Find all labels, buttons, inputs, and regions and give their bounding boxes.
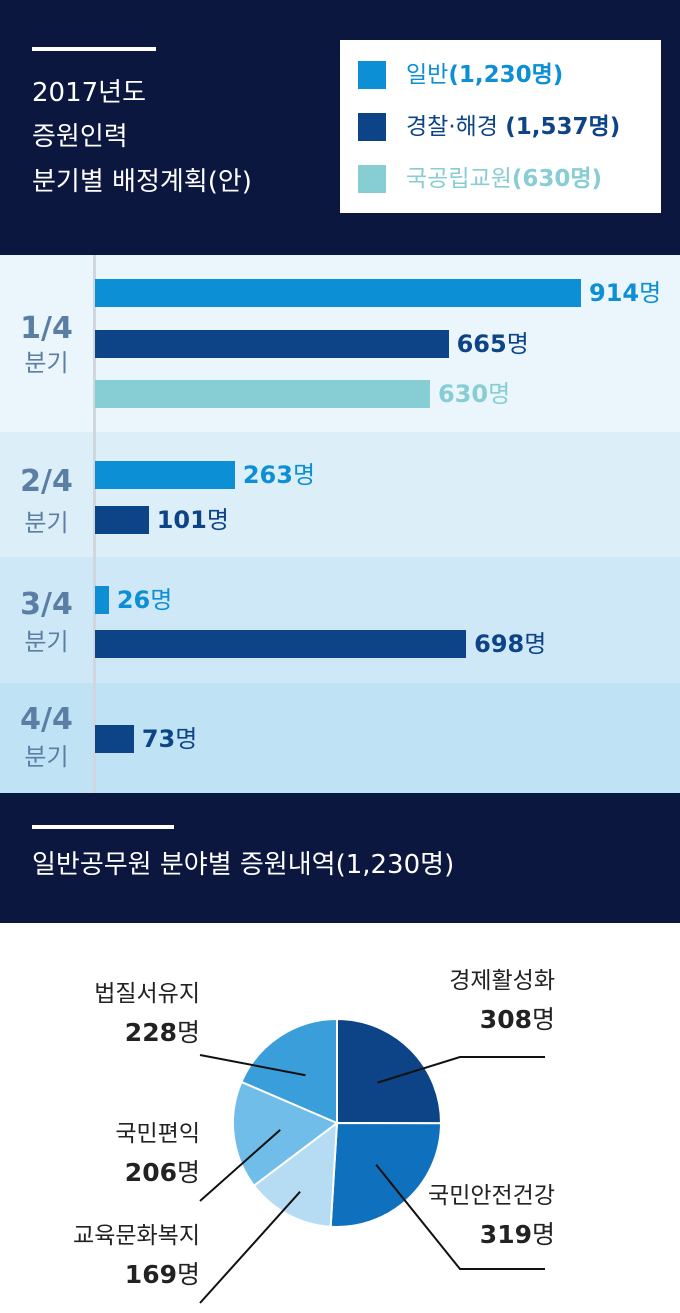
legend-item-police: 경찰·해경 (1,537명) [406, 113, 620, 141]
legend-name: 국공립교원 [406, 166, 512, 192]
header-rule [32, 47, 156, 51]
bar-q3-series1 [95, 586, 109, 614]
pie-label-value-3: 169명 [125, 1260, 200, 1289]
pie-label-value-4: 206명 [125, 1158, 200, 1187]
pie-label-value-1: 308명 [480, 1005, 555, 1034]
pie-leader-5 [199, 1054, 306, 1077]
pie-slice-5 [240, 1017, 338, 1125]
bar-q4-series2 [95, 725, 134, 753]
bar-value-label-q2-series1: 263명 [242, 461, 316, 489]
bar-value-label-q3-series1: 26명 [116, 586, 173, 614]
legend-swatch-teacher [358, 165, 386, 193]
legend-total: (1,537명) [505, 114, 621, 140]
bar-q1-series2 [95, 330, 449, 358]
pie-slice-2 [329, 1121, 443, 1228]
chart-title-line-3: 분기별 배정계획(안) [32, 167, 252, 197]
quarter-sublabel-1: 분기 [24, 349, 69, 377]
bar-value-label-q4-series2: 73명 [141, 725, 198, 753]
pie-label-name-5: 법질서유지 [94, 981, 200, 1007]
quarter-label-2: 2/4 [20, 464, 73, 499]
bar-value-label-q1-series2: 665명 [456, 330, 529, 358]
pie-leader-1 [377, 1056, 545, 1084]
quarter-label-4: 4/4 [20, 702, 73, 737]
bar-q2-series2 [95, 506, 149, 534]
pie-slices [232, 1017, 443, 1228]
pie-chart-title: 일반공무원 분야별 증원내역(1,230명) [32, 850, 455, 880]
quarter-label-1: 1/4 [20, 311, 73, 346]
bar-value-label-q1-series1: 914명 [589, 279, 662, 307]
pie-label-name-1: 경제활성화 [449, 968, 555, 994]
legend-total: (1,230명) [448, 62, 564, 88]
axis-line [93, 255, 96, 793]
legend-swatch-general [358, 61, 386, 89]
legend-name: 경찰·해경 [406, 114, 506, 140]
header-panel: 2017년도 증원인력 분기별 배정계획(안) 일반(1,230명) 경찰·해경… [0, 0, 680, 255]
legend-total: (630명) [511, 166, 603, 192]
legend-item-general: 일반(1,230명) [406, 61, 563, 89]
pie-slice-1 [336, 1017, 443, 1125]
pie-label-name-4: 국민편익 [115, 1121, 200, 1147]
pie-label-value-2: 319명 [480, 1220, 555, 1249]
section2-header: 일반공무원 분야별 증원내역(1,230명) [0, 793, 680, 923]
quarter-sublabel-4: 분기 [24, 743, 69, 771]
pie-leaders [199, 1054, 545, 1304]
bar-q1-series1 [95, 279, 581, 307]
chart-title-line-2: 증원인력 [32, 122, 128, 152]
pie-label-value-5: 228명 [125, 1018, 200, 1047]
quarter-band-2 [0, 432, 680, 557]
pie-slice-3 [252, 1120, 339, 1228]
quarter-sublabel-2: 분기 [24, 509, 69, 537]
bar-q1-series3 [95, 380, 430, 408]
legend-swatch-police [358, 113, 386, 141]
pie-leader-3 [199, 1191, 301, 1304]
pie-leader-2 [375, 1164, 545, 1270]
pie-label-name-2: 국민안전건강 [428, 1183, 555, 1209]
bar-q2-series1 [95, 461, 235, 489]
section2-rule [32, 825, 174, 829]
quarter-band-3 [0, 557, 680, 683]
pie-slice-4 [232, 1080, 339, 1188]
pie-label-name-3: 교육문화복지 [73, 1223, 200, 1249]
bar-value-label-q2-series2: 101명 [156, 506, 229, 534]
pie-leader-4 [199, 1129, 281, 1202]
chart-title-line-1: 2017년도 [32, 78, 147, 108]
legend-name: 일반 [406, 62, 449, 88]
quarter-sublabel-3: 분기 [24, 628, 69, 656]
bar-value-label-q1-series3: 630명 [437, 380, 511, 408]
bar-value-label-q3-series2: 698명 [474, 630, 547, 658]
bar-q3-series2 [95, 630, 467, 658]
legend: 일반(1,230명) 경찰·해경 (1,537명) 국공립교원(630명) [340, 40, 661, 213]
legend-item-teacher: 국공립교원(630명) [406, 165, 602, 193]
quarter-label-3: 3/4 [20, 587, 73, 622]
